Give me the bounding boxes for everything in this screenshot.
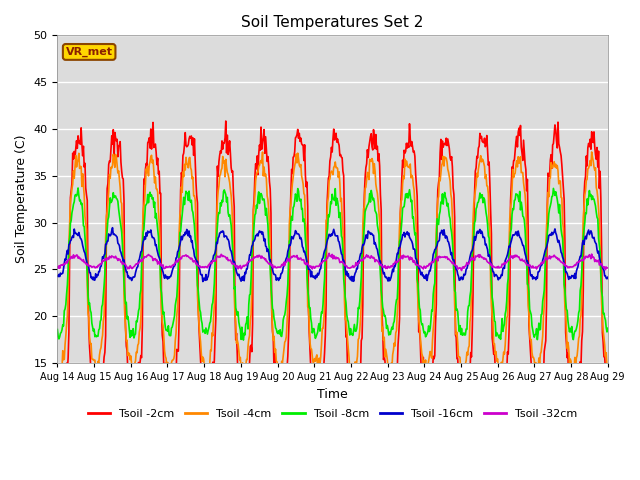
Tsoil -4cm [604, 373, 612, 379]
Title: Soil Temperatures Set 2: Soil Temperatures Set 2 [241, 15, 424, 30]
Tsoil -8cm [604, 325, 612, 331]
Tsoil -8cm [63, 282, 71, 288]
Tsoil -8cm [54, 326, 61, 332]
Line: Tsoil -16cm: Tsoil -16cm [58, 228, 608, 282]
Tsoil -2cm [222, 118, 230, 124]
Tsoil -32cm [120, 261, 128, 266]
Tsoil -4cm [588, 149, 595, 155]
Tsoil -32cm [325, 251, 333, 256]
Tsoil -2cm [205, 386, 212, 392]
Tsoil -4cm [205, 362, 212, 368]
Tsoil -2cm [176, 230, 184, 236]
Tsoil -8cm [121, 292, 129, 298]
Tsoil -16cm [109, 225, 116, 230]
Line: Tsoil -4cm: Tsoil -4cm [58, 152, 608, 376]
Tsoil -16cm [401, 234, 409, 240]
Tsoil -8cm [401, 198, 409, 204]
Text: VR_met: VR_met [66, 47, 113, 57]
Tsoil -32cm [400, 253, 408, 259]
Tsoil -32cm [63, 260, 71, 266]
Line: Tsoil -2cm: Tsoil -2cm [58, 121, 608, 404]
Tsoil -32cm [604, 265, 612, 271]
Tsoil -32cm [417, 264, 424, 269]
Tsoil -32cm [54, 264, 61, 270]
Tsoil -2cm [400, 147, 408, 153]
Tsoil -8cm [417, 318, 425, 324]
Tsoil -8cm [177, 228, 184, 234]
Tsoil -4cm [54, 370, 61, 375]
Tsoil -8cm [239, 337, 247, 343]
Tsoil -2cm [54, 379, 61, 384]
Tsoil -4cm [120, 292, 128, 298]
Tsoil -4cm [399, 173, 407, 179]
Tsoil -16cm [604, 275, 612, 280]
Tsoil -16cm [121, 263, 129, 268]
Tsoil -2cm [460, 401, 468, 407]
Tsoil -4cm [415, 323, 423, 328]
Line: Tsoil -8cm: Tsoil -8cm [58, 188, 608, 340]
Tsoil -2cm [417, 338, 424, 344]
Tsoil -16cm [417, 272, 425, 277]
Legend: Tsoil -2cm, Tsoil -4cm, Tsoil -8cm, Tsoil -16cm, Tsoil -32cm: Tsoil -2cm, Tsoil -4cm, Tsoil -8cm, Tsoi… [83, 404, 582, 423]
Tsoil -16cm [199, 279, 207, 285]
Tsoil -2cm [604, 383, 612, 388]
Tsoil -8cm [206, 320, 214, 326]
Tsoil -2cm [120, 198, 128, 204]
Tsoil -32cm [176, 257, 184, 263]
Tsoil -16cm [54, 273, 61, 278]
Tsoil -32cm [205, 263, 212, 268]
Tsoil -4cm [176, 213, 184, 218]
Tsoil -16cm [207, 262, 214, 268]
X-axis label: Time: Time [317, 388, 348, 401]
Tsoil -2cm [63, 368, 71, 373]
Tsoil -16cm [177, 238, 184, 244]
Tsoil -8cm [74, 185, 82, 191]
Line: Tsoil -32cm: Tsoil -32cm [58, 253, 608, 271]
Tsoil -16cm [63, 248, 71, 253]
Tsoil -32cm [458, 268, 465, 274]
Y-axis label: Soil Temperature (C): Soil Temperature (C) [15, 135, 28, 264]
Tsoil -4cm [63, 313, 71, 319]
